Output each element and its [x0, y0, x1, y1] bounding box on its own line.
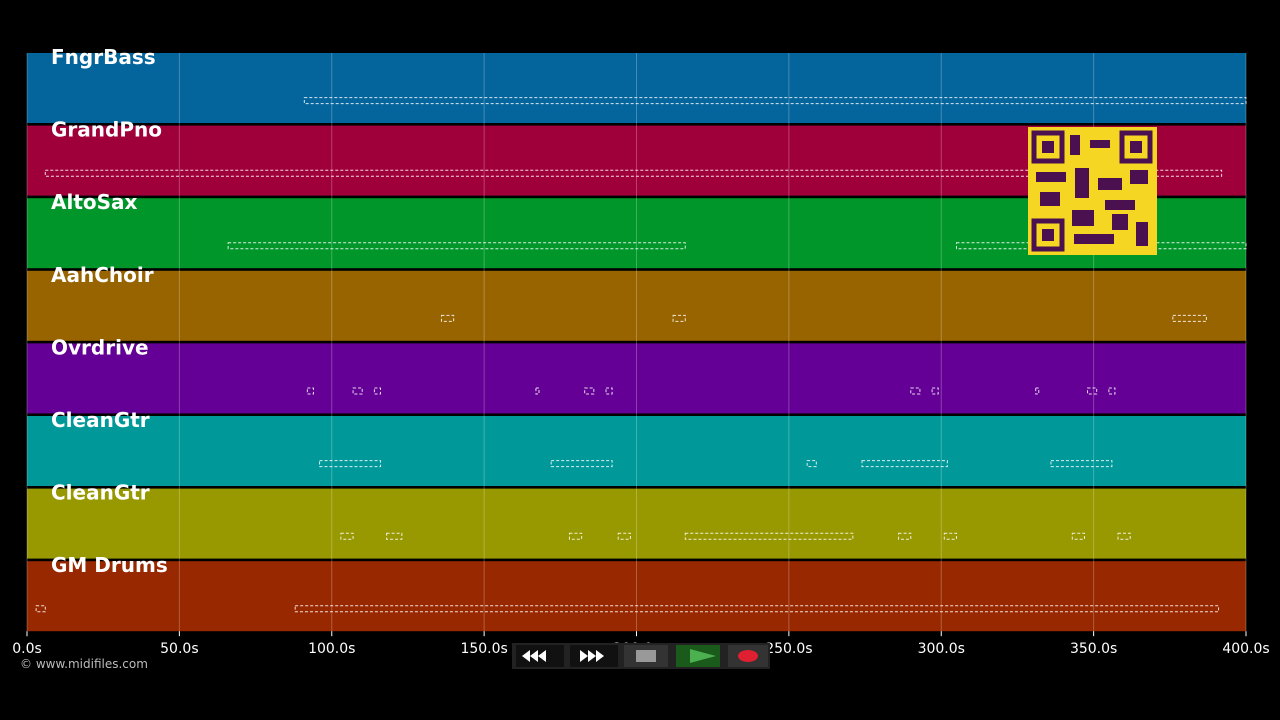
play-button[interactable] — [676, 645, 720, 667]
note-cluster — [306, 387, 314, 395]
note-cluster — [550, 460, 613, 468]
note-cluster — [1087, 387, 1098, 395]
x-tick-label: 400.0s — [1222, 641, 1269, 657]
x-tick-label: 350.0s — [1070, 641, 1117, 657]
track-lane — [27, 53, 1246, 123]
note-cluster — [584, 387, 595, 395]
note-cluster — [373, 387, 382, 395]
note-cluster — [303, 97, 1247, 105]
note-cluster — [1035, 387, 1040, 395]
note-cluster — [898, 532, 912, 540]
stop-button[interactable] — [624, 645, 668, 667]
transport-controls — [512, 643, 770, 669]
x-tick-label: 300.0s — [918, 641, 965, 657]
note-cluster — [806, 460, 817, 468]
track-lane — [27, 416, 1246, 486]
note-cluster — [910, 387, 921, 395]
track-lane — [27, 270, 1246, 341]
note-cluster — [440, 314, 455, 322]
track-name: Ovrdrive — [51, 335, 149, 359]
note-cluster — [617, 532, 631, 540]
note-cluster — [1050, 460, 1113, 468]
note-cluster — [861, 460, 948, 468]
note-cluster — [340, 532, 354, 540]
notes — [35, 97, 1247, 613]
x-tick-label: 250.0s — [765, 641, 812, 657]
track-name: CleanGtr — [51, 481, 150, 505]
note-cluster — [386, 532, 403, 540]
track-name: AahChoir — [51, 263, 154, 287]
forward-button[interactable] — [570, 645, 618, 667]
grid — [26, 53, 1247, 632]
note-cluster — [294, 605, 1220, 613]
note-cluster — [319, 460, 382, 468]
note-cluster — [684, 532, 854, 540]
note-cluster — [1108, 387, 1116, 395]
rewind-button[interactable] — [516, 645, 564, 667]
note-cluster — [672, 314, 686, 322]
track-lane — [27, 488, 1246, 559]
x-tick-label: 100.0s — [308, 641, 355, 657]
track-lane — [27, 343, 1246, 414]
record-button[interactable] — [728, 645, 768, 667]
note-cluster — [227, 242, 686, 250]
note-cluster — [605, 387, 613, 395]
note-cluster — [1071, 532, 1085, 540]
note-cluster — [568, 532, 583, 540]
labels: FngrBass GrandPno AltoSax AahChoir Ovrdrive C… — [51, 45, 168, 577]
track-name: GrandPno — [51, 118, 162, 142]
x-tick-label: 50.0s — [160, 641, 198, 657]
note-cluster — [1117, 532, 1131, 540]
note-cluster — [943, 532, 957, 540]
x-tick-label: 150.0s — [460, 641, 507, 657]
note-cluster — [352, 387, 363, 395]
note-cluster — [35, 605, 46, 613]
copyright: © www.midifiles.com — [20, 657, 148, 671]
note-cluster — [535, 387, 540, 395]
track-name: AltoSax — [51, 190, 138, 214]
track-name: FngrBass — [51, 45, 156, 69]
note-cluster — [1172, 314, 1207, 322]
track-name: CleanGtr — [51, 408, 150, 432]
track-name: GM Drums — [51, 553, 168, 577]
track-lane — [27, 561, 1246, 632]
x-tick-label: 0.0s — [12, 641, 42, 657]
qr-code — [1028, 127, 1157, 255]
note-cluster — [931, 387, 939, 395]
note-cluster — [44, 169, 1223, 177]
